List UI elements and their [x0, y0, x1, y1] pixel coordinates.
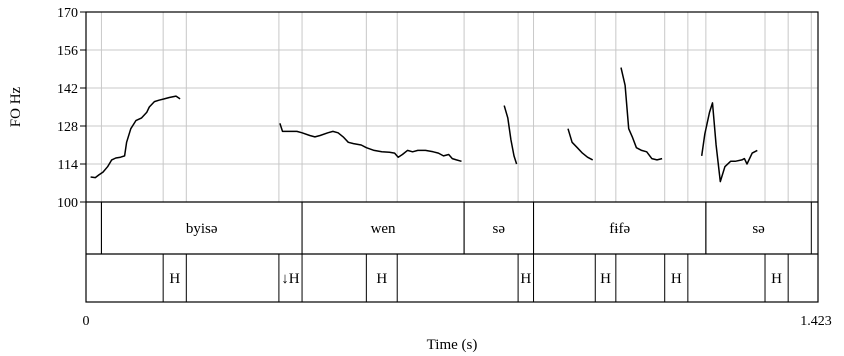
y-tick-label: 114	[58, 158, 78, 173]
tone-label: H	[520, 271, 531, 287]
pitch-segment	[279, 123, 462, 163]
tone-label: H	[771, 271, 782, 287]
word-label: fɨfə	[609, 221, 630, 237]
tone-label: H	[600, 271, 611, 287]
tone-label: H	[671, 271, 682, 287]
pitch-segment	[567, 128, 594, 161]
y-tick-label: 100	[57, 196, 78, 211]
y-tick-label: 156	[57, 44, 78, 59]
y-axis-ticks: 100 114 128 142 156 170	[57, 6, 86, 211]
x-tick-label-start: 0	[83, 314, 90, 329]
y-tick-label: 142	[57, 82, 78, 97]
x-tick-label-end: 1.423	[800, 314, 832, 329]
annotation-tiers: byisə wen sə fɨfə sə H ↓H H H H H H	[85, 201, 818, 303]
pitch-segment	[90, 95, 181, 179]
word-interval	[85, 201, 102, 255]
word-interval	[705, 201, 812, 255]
y-axis-title: FO Hz	[8, 86, 24, 127]
y-tick-label: 170	[57, 6, 78, 21]
tone-label: H	[376, 271, 387, 287]
word-label: wen	[371, 221, 396, 237]
pitch-segment	[620, 67, 663, 161]
tone-label: H	[169, 271, 180, 287]
pitch-segment	[700, 102, 758, 183]
plot-frame	[85, 11, 819, 303]
word-label: sə	[752, 221, 765, 237]
word-label: byisə	[186, 221, 218, 237]
grid-lines	[86, 12, 818, 202]
x-axis-title: Time (s)	[427, 337, 478, 353]
y-tick-label: 128	[57, 120, 78, 135]
tone-label: ↓H	[281, 271, 300, 287]
pitch-segment	[503, 105, 518, 165]
pitch-contour	[90, 67, 758, 183]
word-label: sə	[493, 221, 506, 237]
